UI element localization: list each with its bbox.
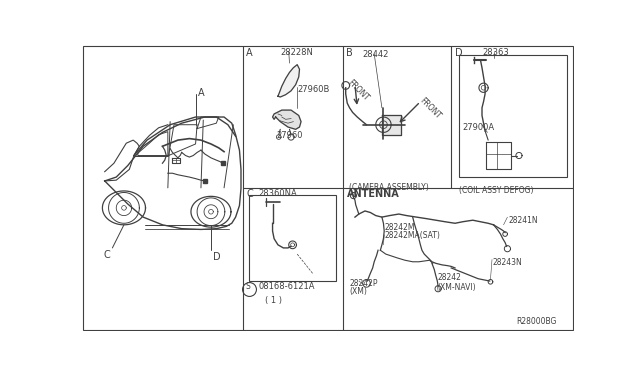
Text: 28363: 28363	[482, 48, 509, 57]
Text: A: A	[198, 88, 205, 98]
Text: D: D	[455, 48, 463, 58]
Text: (COIL ASSY DEFOG): (COIL ASSY DEFOG)	[459, 186, 533, 195]
Bar	[250, 195, 336, 281]
Text: S: S	[246, 282, 250, 291]
Text: C: C	[246, 189, 253, 199]
Text: 28360NA: 28360NA	[259, 189, 298, 198]
Text: 28228N: 28228N	[280, 48, 313, 57]
Text: 08168-6121A: 08168-6121A	[259, 282, 315, 291]
Text: A: A	[246, 48, 252, 58]
Polygon shape	[278, 65, 300, 97]
Text: B: B	[346, 48, 353, 58]
Text: 28242MA(SAT): 28242MA(SAT)	[384, 231, 440, 240]
Text: 28241N: 28241N	[509, 216, 539, 225]
Text: (XM): (XM)	[349, 287, 367, 296]
Text: D: D	[213, 252, 221, 262]
Text: 28243N: 28243N	[492, 258, 522, 267]
Text: 28442: 28442	[363, 50, 389, 59]
Text: C: C	[103, 250, 110, 260]
Text: FRONT: FRONT	[346, 78, 371, 103]
Text: ANTENNA: ANTENNA	[346, 189, 399, 199]
Text: 27960B: 27960B	[297, 85, 330, 94]
Text: ( 1 ): ( 1 )	[265, 296, 282, 305]
Text: (XM-NAVI): (XM-NAVI)	[437, 283, 476, 292]
Text: 28242: 28242	[437, 273, 461, 282]
Text: 27900A: 27900A	[463, 123, 495, 132]
Text: R28000BG: R28000BG	[516, 317, 557, 326]
Text: 28242P: 28242P	[349, 279, 378, 288]
Text: 27960: 27960	[276, 131, 303, 140]
Bar	[459, 55, 566, 177]
Polygon shape	[382, 115, 401, 135]
Text: FRONT: FRONT	[418, 96, 443, 121]
Text: 28242M: 28242M	[384, 223, 415, 232]
Polygon shape	[273, 110, 301, 129]
Text: (CAMERA ASSEMBLY): (CAMERA ASSEMBLY)	[349, 183, 429, 192]
